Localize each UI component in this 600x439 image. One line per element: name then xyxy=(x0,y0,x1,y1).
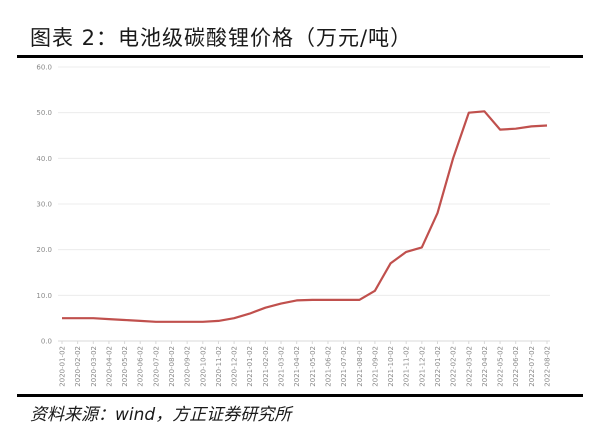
x-tick-label: 2021-10-02 xyxy=(387,346,395,387)
x-tick-label: 2020-10-02 xyxy=(199,346,207,387)
x-tick-label: 2020-05-02 xyxy=(121,346,129,387)
y-tick-label: 30.0 xyxy=(36,201,52,209)
x-tick-label: 2021-06-02 xyxy=(324,346,332,387)
price-line xyxy=(62,110,548,323)
y-axis-ticks: 0.0 10.0 20.0 30.0 40.0 50.0 60.0 xyxy=(36,64,52,346)
x-tick-label: 2020-02-02 xyxy=(74,346,82,387)
y-tick-label: 60.0 xyxy=(36,64,52,72)
x-tick-label: 2020-08-02 xyxy=(168,346,176,387)
bottom-rule xyxy=(17,394,583,397)
figure-title: 图表 2：电池级碳酸锂价格（万元/吨） xyxy=(30,26,413,50)
y-tick-label: 0.0 xyxy=(41,338,52,346)
x-tick-label: 2021-04-02 xyxy=(293,346,301,387)
y-tick-label: 20.0 xyxy=(36,246,52,254)
x-tick-label: 2020-07-02 xyxy=(152,346,160,387)
source-note: 资料来源：wind，方正证券研究所 xyxy=(30,405,292,425)
x-tick-label: 2021-01-02 xyxy=(246,346,254,387)
top-rule xyxy=(17,55,583,58)
x-tick-label: 2022-07-02 xyxy=(528,346,536,387)
x-tick-label: 2021-11-02 xyxy=(403,346,411,387)
y-tick-label: 10.0 xyxy=(36,292,52,300)
x-tick-label: 2020-06-02 xyxy=(137,346,145,387)
x-tick-label: 2021-12-02 xyxy=(418,346,426,387)
x-axis-ticks: 2020-01-02 2020-02-02 2020-03-02 2020-04-02… xyxy=(59,341,552,387)
x-tick-label: 2020-09-02 xyxy=(184,346,192,387)
x-tick-label: 2020-12-02 xyxy=(231,346,239,387)
x-tick-label: 2021-03-02 xyxy=(278,346,286,387)
x-tick-label: 2020-03-02 xyxy=(90,346,98,387)
y-tick-label: 40.0 xyxy=(36,155,52,163)
x-tick-label: 2022-05-02 xyxy=(497,346,505,387)
x-tick-label: 2020-01-02 xyxy=(59,346,67,387)
x-tick-label: 2021-09-02 xyxy=(371,346,379,387)
y-tick-label: 50.0 xyxy=(36,109,52,117)
x-tick-label: 2022-03-02 xyxy=(465,346,473,387)
x-tick-label: 2021-02-02 xyxy=(262,346,270,387)
x-tick-label: 2022-01-02 xyxy=(434,346,442,387)
gridlines xyxy=(58,66,550,342)
x-tick-label: 2020-04-02 xyxy=(105,346,113,387)
x-tick-label: 2021-08-02 xyxy=(356,346,364,387)
x-tick-label: 2022-04-02 xyxy=(481,346,489,387)
x-tick-label: 2020-11-02 xyxy=(215,346,223,387)
x-tick-label: 2021-07-02 xyxy=(340,346,348,387)
x-tick-label: 2022-06-02 xyxy=(512,346,520,387)
x-tick-label: 2021-05-02 xyxy=(309,346,317,387)
x-tick-label: 2022-08-02 xyxy=(544,346,552,387)
x-tick-label: 2022-02-02 xyxy=(450,346,458,387)
